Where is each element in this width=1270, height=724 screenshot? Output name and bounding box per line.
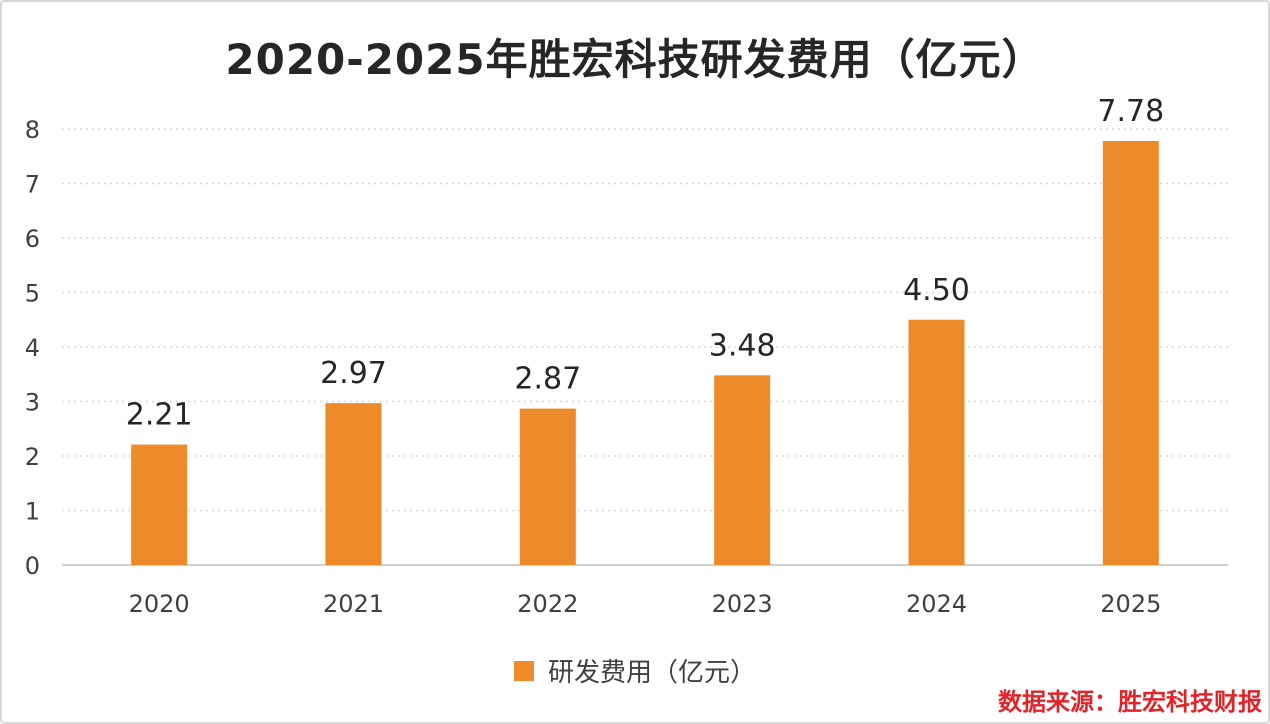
- y-tick-label: 8: [25, 116, 40, 144]
- chart-title: 2020-2025年胜宏科技研发费用（亿元）: [225, 35, 1045, 84]
- source-note: 数据来源：胜宏科技财报: [998, 688, 1262, 716]
- y-tick-label: 2: [25, 443, 40, 471]
- y-tick-label: 0: [25, 552, 40, 580]
- gridlines: [62, 128, 1228, 566]
- bar: [1102, 140, 1159, 566]
- bars: [131, 140, 1159, 566]
- data-label: 7.78: [1097, 94, 1164, 129]
- y-tick-label: 4: [25, 334, 40, 362]
- bar: [908, 319, 965, 565]
- data-labels: 2.21 2.97 2.87 3.48 4.50 7.78: [126, 94, 1164, 433]
- y-tick-label: 5: [25, 280, 40, 308]
- legend: 研发费用（亿元）: [0, 652, 1270, 689]
- x-tick-label: 2021: [323, 590, 384, 618]
- y-tick-label: 6: [25, 225, 40, 253]
- data-label: 4.50: [903, 273, 970, 308]
- x-tick-label: 2024: [906, 590, 967, 618]
- legend-label: 研发费用（亿元）: [547, 658, 756, 688]
- data-label: 3.48: [709, 328, 776, 363]
- y-tick-label: 3: [25, 389, 40, 417]
- bar: [714, 375, 771, 565]
- x-tick-label: 2020: [129, 590, 190, 618]
- y-tick-label: 1: [25, 498, 40, 526]
- x-axis-ticks: 2020 2021 2022 2023 2024 2025: [129, 590, 1162, 618]
- y-axis-ticks: 0 1 2 3 4 5 6 7 8: [25, 116, 40, 580]
- x-tick-label: 2023: [712, 590, 773, 618]
- x-tick-label: 2025: [1100, 590, 1161, 618]
- data-label: 2.97: [320, 356, 387, 391]
- y-tick-label: 7: [25, 171, 40, 199]
- bar: [325, 403, 382, 565]
- x-tick-label: 2022: [517, 590, 578, 618]
- bar: [519, 408, 576, 565]
- data-label: 2.87: [514, 362, 581, 397]
- bar: [131, 444, 188, 565]
- data-label: 2.21: [126, 398, 193, 433]
- legend-swatch: [513, 660, 534, 681]
